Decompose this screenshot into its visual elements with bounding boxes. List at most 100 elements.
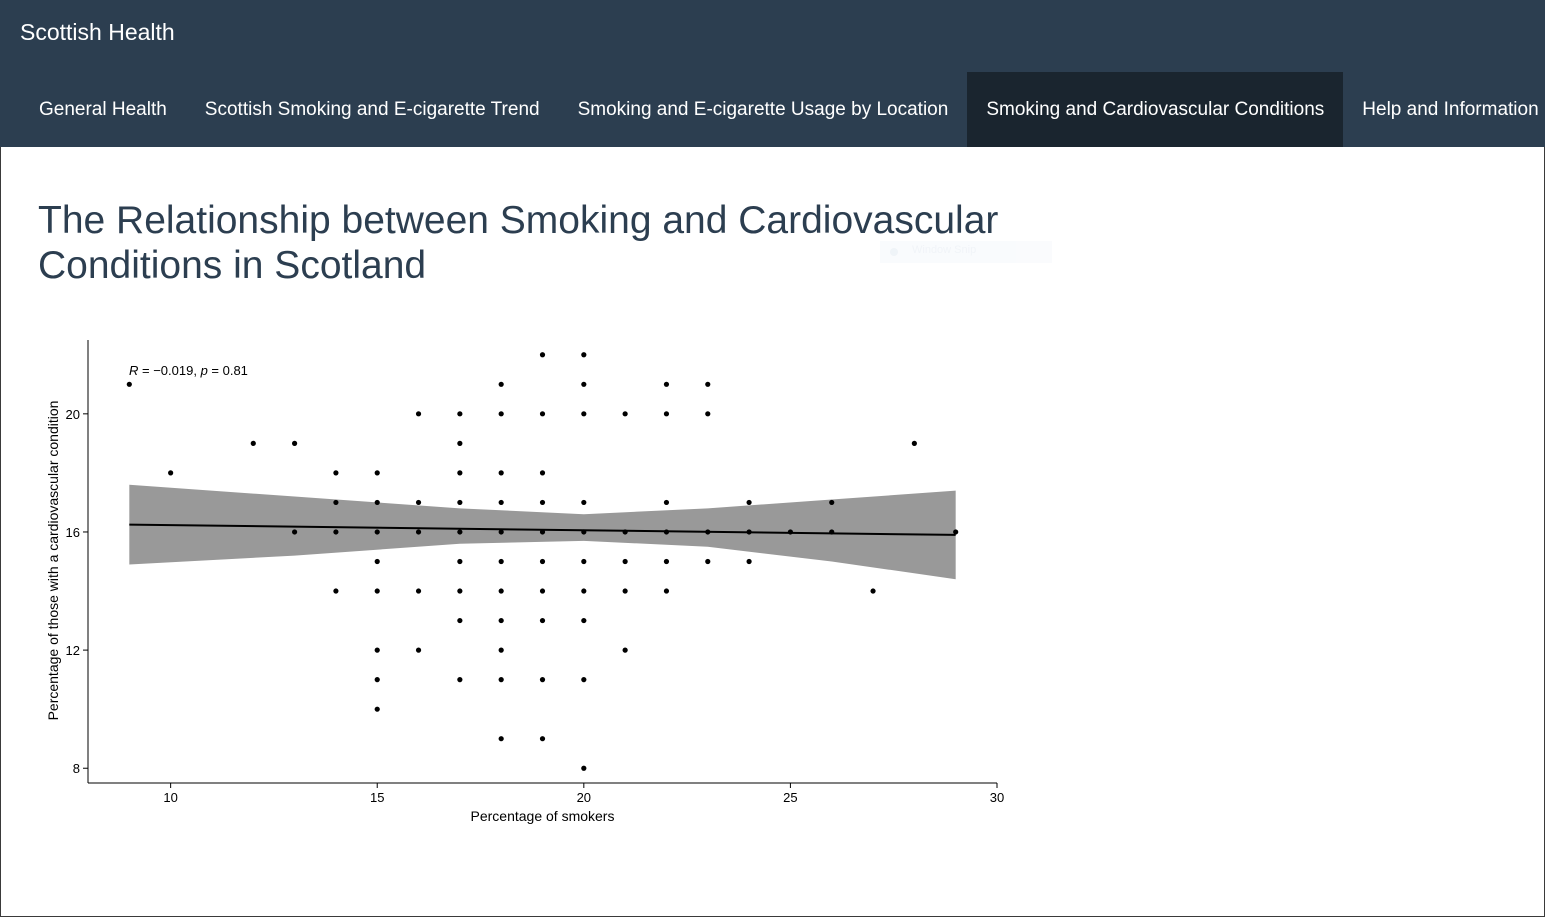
data-point [333, 529, 339, 535]
data-point [374, 499, 380, 506]
data-point [374, 677, 380, 683]
data-point [498, 558, 504, 565]
tab-usage-by-location[interactable]: Smoking and E-cigarette Usage by Locatio… [577, 98, 949, 120]
data-point [374, 647, 380, 653]
data-point [663, 381, 670, 387]
data-point [498, 647, 504, 653]
data-point [622, 588, 628, 594]
data-point [457, 529, 463, 535]
data-point [622, 647, 628, 653]
data-point [663, 499, 670, 506]
x-tick-label: 15 [370, 790, 384, 805]
app-title[interactable]: Scottish Health [20, 19, 175, 45]
y-tick-label: 20 [66, 407, 80, 422]
data-point [457, 470, 463, 476]
data-point [539, 558, 546, 565]
data-point [126, 381, 132, 387]
data-point [498, 529, 504, 535]
data-point [581, 588, 587, 594]
data-point [663, 588, 670, 594]
scatter-chart: 10 15 20 25 30 8 12 16 20 Percentage of smokers Pe… [45, 340, 1004, 824]
tab-help[interactable]: Help and Information [1362, 98, 1539, 120]
data-point [374, 706, 380, 712]
data-point [498, 736, 504, 742]
data-point [705, 381, 711, 387]
x-tick-label: 30 [990, 790, 1004, 805]
data-point [457, 411, 463, 417]
data-point [663, 558, 670, 565]
data-point [457, 677, 463, 683]
data-point [663, 411, 670, 417]
data-point [581, 765, 587, 771]
data-point [539, 736, 546, 742]
data-point [581, 352, 587, 358]
data-point [539, 352, 546, 358]
tab-smoking-trend[interactable]: Scottish Smoking and E-cigarette Trend [204, 98, 540, 120]
data-point [663, 529, 670, 535]
data-point [333, 470, 339, 476]
data-point [870, 588, 876, 594]
data-point [622, 558, 628, 565]
data-point [374, 558, 380, 565]
tab-cardiovascular[interactable]: Smoking and Cardiovascular Conditions [967, 72, 1344, 147]
data-point [415, 588, 422, 594]
data-point [498, 588, 504, 594]
data-point [787, 529, 794, 535]
data-point [911, 440, 917, 446]
x-tick-label: 10 [163, 790, 177, 805]
data-point [498, 677, 504, 683]
data-point [746, 529, 752, 535]
correlation-annotation: R = −0.019, p = 0.81 [129, 363, 248, 378]
nav-tabs: General Health Scottish Smoking and E-ci… [20, 72, 1545, 147]
data-point [415, 411, 422, 417]
data-point [539, 470, 546, 476]
data-point [498, 411, 504, 417]
data-point [457, 588, 463, 594]
data-point [581, 677, 587, 683]
data-point [168, 470, 174, 476]
data-point [498, 499, 504, 506]
data-point [539, 499, 546, 506]
data-point [581, 529, 587, 535]
page-title: The Relationship between Smoking and Car… [38, 199, 999, 287]
data-point [581, 617, 587, 624]
data-point [291, 529, 298, 535]
data-point [457, 558, 463, 565]
data-point [498, 617, 504, 624]
data-point [374, 529, 380, 535]
data-point [746, 558, 752, 565]
data-point [705, 411, 711, 417]
data-point [581, 558, 587, 565]
data-point [457, 499, 463, 506]
snip-overlay-label: Window Snip [912, 244, 977, 256]
data-point [705, 529, 711, 535]
data-point [622, 411, 628, 417]
data-point [457, 617, 463, 624]
data-point [539, 529, 546, 535]
data-point [415, 529, 422, 535]
data-point [415, 647, 422, 653]
data-point [953, 529, 959, 535]
data-point [705, 558, 711, 565]
data-point [333, 588, 339, 594]
x-tick-label: 25 [783, 790, 797, 805]
y-tick-label: 12 [66, 643, 80, 658]
snip-icon [890, 248, 898, 256]
y-tick-label: 16 [66, 525, 80, 540]
data-point [374, 588, 380, 594]
data-point [250, 440, 256, 446]
data-point [457, 440, 463, 446]
data-point [829, 499, 835, 506]
snip-overlay: Window Snip [880, 241, 1052, 263]
y-tick-label: 8 [73, 761, 80, 776]
data-point [581, 381, 587, 387]
data-point [291, 440, 298, 446]
data-point [746, 499, 752, 506]
tab-general-health[interactable]: General Health [39, 98, 167, 120]
data-point [374, 470, 380, 476]
data-point [498, 381, 504, 387]
data-point [539, 588, 546, 594]
data-point [581, 411, 587, 417]
x-tick-label: 20 [577, 790, 591, 805]
data-point [415, 499, 422, 506]
